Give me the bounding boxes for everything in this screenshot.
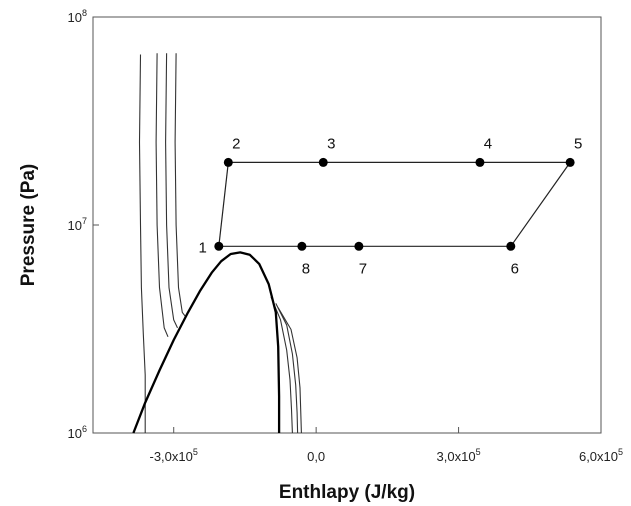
x-tick-label: 0,0	[307, 449, 325, 464]
cycle-point-label: 5	[574, 135, 582, 152]
y-tick-label: 106	[68, 424, 87, 441]
isotherm-line	[155, 53, 169, 338]
x-tick-label: 3,0x105	[437, 447, 481, 464]
cycle-segment	[510, 162, 571, 247]
cycle-point	[475, 157, 485, 167]
y-tick-label: 107	[68, 216, 87, 233]
cycle-point-label: 1	[198, 239, 206, 256]
y-tick-label: 108	[68, 8, 87, 25]
x-axis-ticks: -3,0x105 0,0 3,0x105 6,0x105	[150, 427, 623, 464]
cycle-point	[297, 241, 307, 251]
cycle-point	[214, 241, 224, 251]
cycle-point-label: 7	[359, 260, 367, 277]
saturation-dome	[132, 251, 281, 434]
cycle-point	[506, 241, 516, 251]
cycle-point	[565, 157, 575, 167]
isotherm-line	[270, 296, 293, 434]
cycle-point	[223, 157, 233, 167]
x-tick-label: 6,0x105	[579, 447, 623, 464]
cycle-point-label: 8	[302, 260, 310, 277]
isotherm-line	[138, 54, 146, 433]
y-axis-ticks: 106 107 108	[68, 8, 99, 441]
plot-frame	[92, 16, 602, 434]
cycle-point	[354, 241, 364, 251]
cycle-point-label: 2	[232, 135, 240, 152]
cycle-point	[318, 157, 328, 167]
cycle: 1 2 3 4 5 6 7 8	[198, 135, 582, 277]
cycle-segment	[218, 162, 229, 247]
x-tick-label: -3,0x105	[150, 447, 198, 464]
cycle-point-label: 6	[511, 260, 519, 277]
cycle-point-label: 3	[327, 135, 335, 152]
y-axis-title: Pressure (Pa)	[18, 164, 39, 287]
isotherm-line	[165, 53, 178, 329]
isotherm-line	[275, 303, 299, 434]
curves	[132, 53, 302, 434]
isotherm-line	[277, 307, 302, 434]
x-axis-title: Enthlapy (J/kg)	[279, 482, 415, 503]
cycle-point-label: 4	[484, 135, 492, 152]
isotherm-line	[174, 53, 187, 318]
